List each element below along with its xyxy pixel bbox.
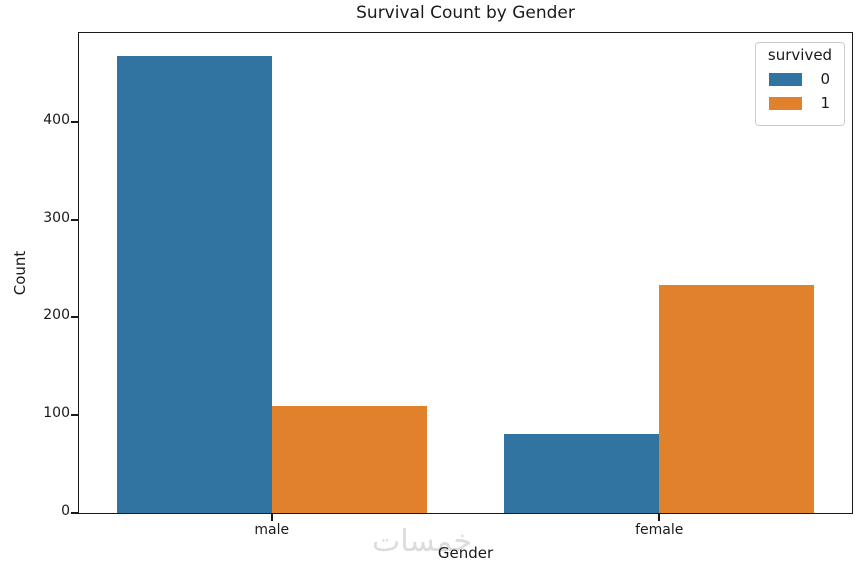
- legend-title: survived: [767, 46, 833, 64]
- x-tick-mark: [270, 514, 273, 521]
- y-tick-label: 100: [43, 405, 70, 422]
- y-tick-mark: [71, 414, 78, 417]
- legend-swatch-blue: [769, 72, 802, 86]
- legend-entry-survived-0: 0: [756, 67, 844, 91]
- x-axis-label: Gender: [437, 544, 494, 562]
- bar-male-survived-1: [271, 406, 427, 513]
- y-tick-label: 400: [43, 111, 70, 128]
- bar-female-survived-1: [659, 285, 815, 513]
- legend: survived 0 1: [755, 42, 845, 126]
- legend-entry-survived-1: 1: [756, 91, 844, 115]
- legend-entry-label: 1: [820, 94, 830, 112]
- plot-area: [78, 32, 853, 514]
- y-axis-label: Count: [11, 250, 29, 296]
- y-tick-label: 0: [61, 503, 70, 519]
- y-tick-mark: [71, 218, 78, 221]
- x-tick-label-female: female: [635, 522, 684, 538]
- watermark-text: خمسات: [372, 524, 473, 559]
- y-tick-mark: [71, 120, 78, 123]
- bar-male-survived-0: [116, 55, 272, 513]
- y-tick-label: 300: [43, 209, 70, 226]
- legend-swatch-orange: [769, 96, 802, 110]
- x-tick-label-male: male: [254, 522, 290, 538]
- y-tick-mark: [71, 316, 78, 319]
- legend-entry-label: 0: [820, 70, 830, 88]
- y-tick-label: 200: [43, 307, 70, 324]
- y-tick-mark: [71, 512, 78, 514]
- chart-title: Survival Count by Gender: [356, 3, 575, 23]
- bar-female-survived-0: [504, 433, 660, 513]
- x-tick-mark: [658, 514, 661, 521]
